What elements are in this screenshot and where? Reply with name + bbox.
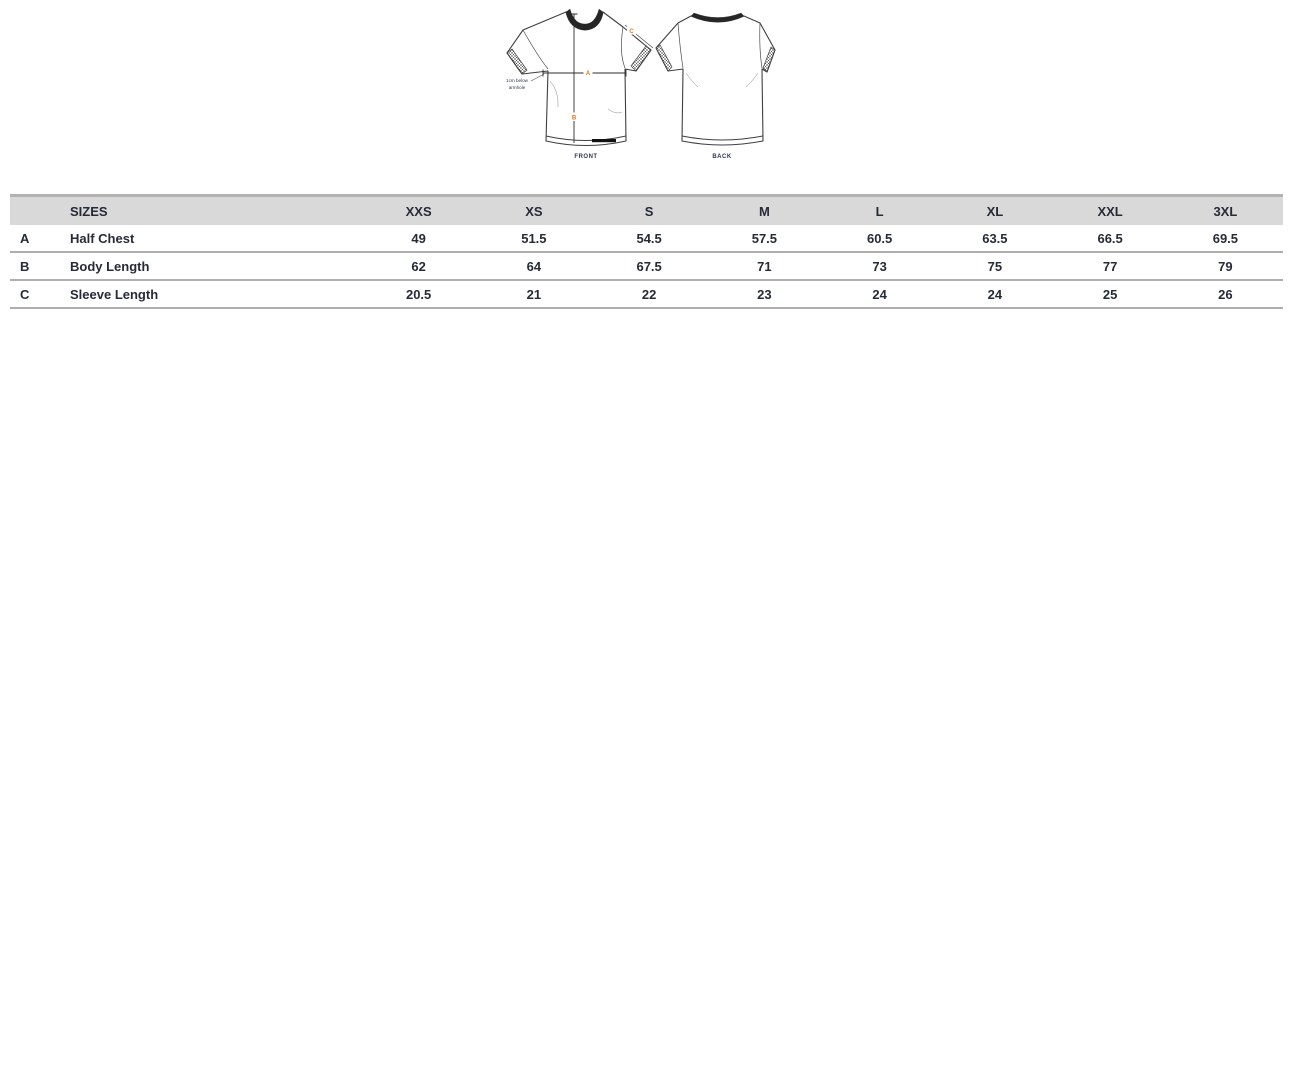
front-hem-label-bar bbox=[592, 139, 616, 143]
size-chart-table: SIZES XXS XS S M L XL XXL 3XL A Half Che… bbox=[10, 194, 1283, 309]
back-left-cuff bbox=[655, 44, 673, 72]
value-cell: 66.5 bbox=[1052, 225, 1168, 253]
value-cell: 54.5 bbox=[591, 225, 707, 253]
value-cell: 71 bbox=[706, 252, 822, 281]
table-row-half-chest: A Half Chest 49 51.5 54.5 57.5 60.5 63.5… bbox=[10, 225, 1283, 253]
size-header-xs: XS bbox=[476, 194, 592, 225]
size-header-xxl: XXL bbox=[1052, 194, 1168, 225]
back-collar bbox=[690, 12, 745, 23]
size-header-s: S bbox=[591, 194, 707, 225]
table-row-sleeve-length: C Sleeve Length 20.5 21 22 23 24 24 25 2… bbox=[10, 280, 1283, 309]
size-header-3xl: 3XL bbox=[1167, 194, 1283, 225]
value-cell: 63.5 bbox=[937, 225, 1053, 253]
back-view: BACK bbox=[655, 12, 776, 160]
row-label: Body Length bbox=[65, 252, 361, 281]
measurement-marker-a: A bbox=[586, 71, 591, 77]
front-view: B A C 1cm below armhole FRONT bbox=[506, 8, 654, 160]
row-letter: B bbox=[10, 252, 65, 281]
value-cell: 79 bbox=[1167, 252, 1283, 281]
size-header-xxs: XXS bbox=[361, 194, 477, 225]
back-wrinkle-1 bbox=[685, 72, 699, 88]
marker-b-bg bbox=[569, 112, 579, 121]
marker-c-bg bbox=[627, 26, 636, 35]
front-wrinkle-1 bbox=[549, 80, 559, 108]
body-length-line bbox=[570, 13, 578, 143]
table-header-row: SIZES XXS XS S M L XL XXL 3XL bbox=[10, 194, 1283, 225]
annotation-leader-line bbox=[530, 73, 545, 82]
armhole-annotation-line1: 1cm below bbox=[506, 78, 529, 83]
measurement-marker-b: B bbox=[572, 116, 577, 122]
front-label: FRONT bbox=[574, 154, 597, 160]
front-right-armhole-seam bbox=[621, 26, 626, 69]
value-cell: 75 bbox=[937, 252, 1053, 281]
header-letter-cell bbox=[10, 194, 65, 225]
value-cell: 60.5 bbox=[822, 225, 938, 253]
front-hem-line bbox=[545, 135, 627, 141]
tshirt-size-diagram: B A C 1cm below armhole FRONT B A bbox=[500, 5, 790, 170]
value-cell: 22 bbox=[591, 280, 707, 309]
armhole-annotation-line2: armhole bbox=[509, 85, 526, 90]
front-wrinkle-2 bbox=[607, 108, 623, 114]
size-header-m: M bbox=[706, 194, 822, 225]
value-cell: 57.5 bbox=[706, 225, 822, 253]
value-cell: 23 bbox=[706, 280, 822, 309]
size-header-xl: XL bbox=[937, 194, 1053, 225]
row-label: Half Chest bbox=[65, 225, 361, 253]
tshirt-diagram-svg: B A C 1cm below armhole FRONT B A bbox=[506, 8, 776, 160]
row-label: Sleeve Length bbox=[65, 280, 361, 309]
table-row-body-length: B Body Length 62 64 67.5 71 73 75 77 79 bbox=[10, 252, 1283, 281]
value-cell: 26 bbox=[1167, 280, 1283, 309]
back-label: BACK bbox=[712, 154, 731, 160]
value-cell: 64 bbox=[476, 252, 592, 281]
value-cell: 24 bbox=[937, 280, 1053, 309]
front-left-cuff bbox=[506, 48, 528, 75]
value-cell: 24 bbox=[822, 280, 938, 309]
value-cell: 67.5 bbox=[591, 252, 707, 281]
back-left-armhole-seam bbox=[677, 22, 684, 69]
value-cell: 49 bbox=[361, 225, 477, 253]
back-wrinkle-2 bbox=[745, 72, 759, 88]
value-cell: 77 bbox=[1052, 252, 1168, 281]
front-right-cuff bbox=[630, 45, 652, 72]
value-cell: 62 bbox=[361, 252, 477, 281]
size-chart-section: SIZES XXS XS S M L XL XXL 3XL A Half Che… bbox=[10, 194, 1283, 309]
size-header-l: L bbox=[822, 194, 938, 225]
value-cell: 21 bbox=[476, 280, 592, 309]
value-cell: 51.5 bbox=[476, 225, 592, 253]
row-letter: C bbox=[10, 280, 65, 309]
back-body-outline bbox=[655, 15, 776, 146]
value-cell: 25 bbox=[1052, 280, 1168, 309]
front-collar bbox=[565, 8, 604, 31]
value-cell: 20.5 bbox=[361, 280, 477, 309]
measurement-marker-c: C bbox=[629, 29, 634, 35]
value-cell: 69.5 bbox=[1167, 225, 1283, 253]
row-letter: A bbox=[10, 225, 65, 253]
back-right-armhole-seam bbox=[759, 22, 763, 69]
value-cell: 73 bbox=[822, 252, 938, 281]
back-right-cuff bbox=[762, 46, 776, 73]
marker-a-bg bbox=[583, 68, 593, 77]
header-sizes-cell: SIZES bbox=[65, 194, 361, 225]
back-hem-line bbox=[681, 135, 764, 141]
front-left-armhole-seam bbox=[522, 29, 549, 70]
